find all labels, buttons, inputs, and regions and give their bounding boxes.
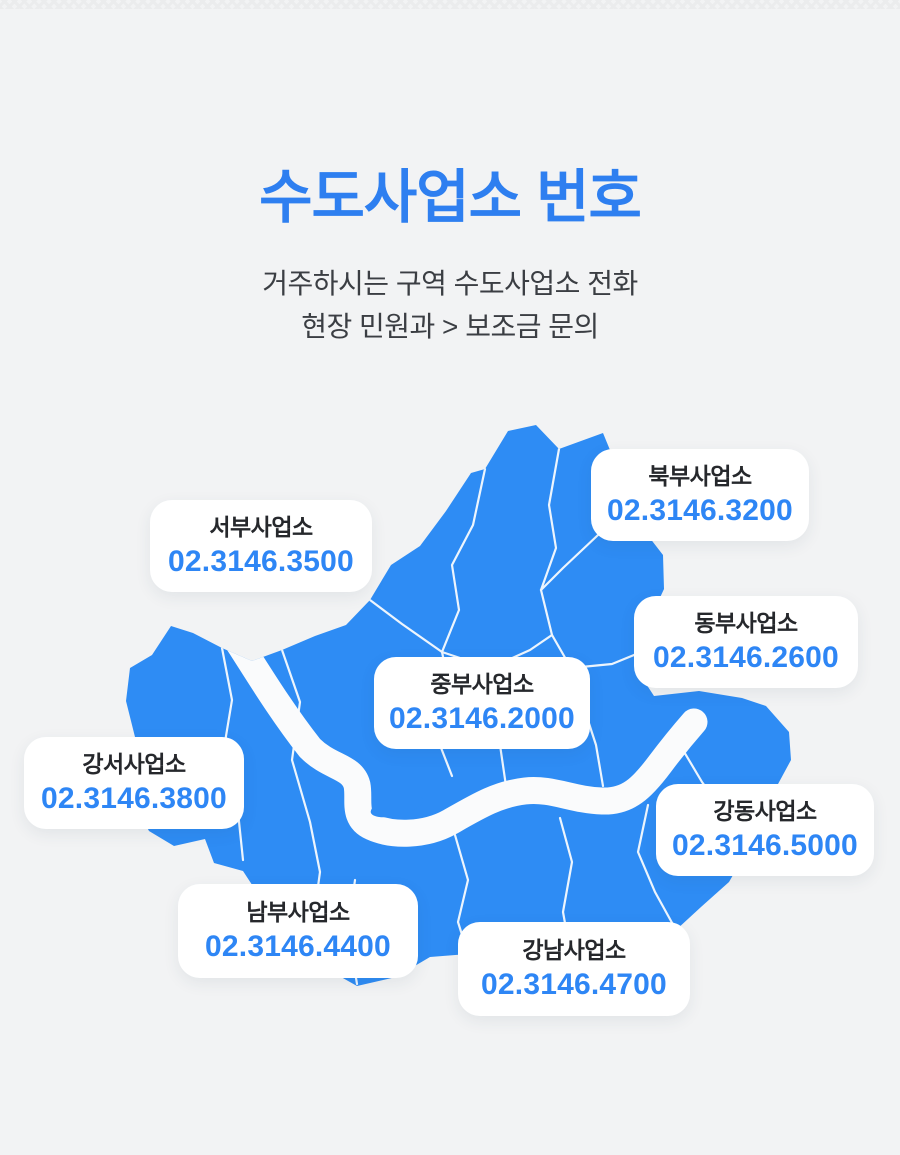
office-phone: 02.3146.4700: [481, 968, 667, 1001]
page-title: 수도사업소 번호: [259, 165, 642, 230]
office-name: 강동사업소: [713, 798, 817, 824]
yeouido-island: [370, 794, 424, 818]
office-card-nambu: 남부사업소 02.3146.4400: [178, 884, 418, 978]
top-texture-strip: [0, 0, 900, 9]
office-card-gangseo: 강서사업소 02.3146.3800: [24, 737, 244, 829]
office-name: 강서사업소: [82, 751, 186, 777]
office-name: 강남사업소: [522, 937, 626, 963]
page-subtitle: 거주하시는 구역 수도사업소 전화 현장 민원과 > 보조금 문의: [0, 262, 900, 348]
subtitle-line-1: 거주하시는 구역 수도사업소 전화: [262, 268, 638, 299]
office-card-gangdong: 강동사업소 02.3146.5000: [656, 784, 874, 876]
office-name: 북부사업소: [648, 463, 752, 489]
office-name: 동부사업소: [694, 610, 798, 636]
office-name: 중부사업소: [430, 671, 534, 697]
office-card-dongbu: 동부사업소 02.3146.2600: [634, 596, 858, 688]
office-phone: 02.3146.3200: [607, 494, 793, 527]
office-card-gangnam: 강남사업소 02.3146.4700: [458, 922, 690, 1016]
han-river: [224, 628, 708, 847]
office-card-jungbu: 중부사업소 02.3146.2000: [374, 657, 590, 749]
office-phone: 02.3146.3800: [41, 782, 227, 815]
office-phone: 02.3146.5000: [672, 829, 858, 862]
office-phone: 02.3146.4400: [205, 930, 391, 963]
office-name: 남부사업소: [246, 899, 350, 925]
office-phone: 02.3146.3500: [168, 545, 354, 578]
office-card-bukbu: 북부사업소 02.3146.3200: [591, 449, 809, 541]
office-name: 서부사업소: [209, 514, 313, 540]
office-phone: 02.3146.2000: [389, 702, 575, 735]
office-phone: 02.3146.2600: [653, 641, 839, 674]
subtitle-line-2: 현장 민원과 > 보조금 문의: [301, 311, 599, 342]
office-card-seobu: 서부사업소 02.3146.3500: [150, 500, 372, 592]
